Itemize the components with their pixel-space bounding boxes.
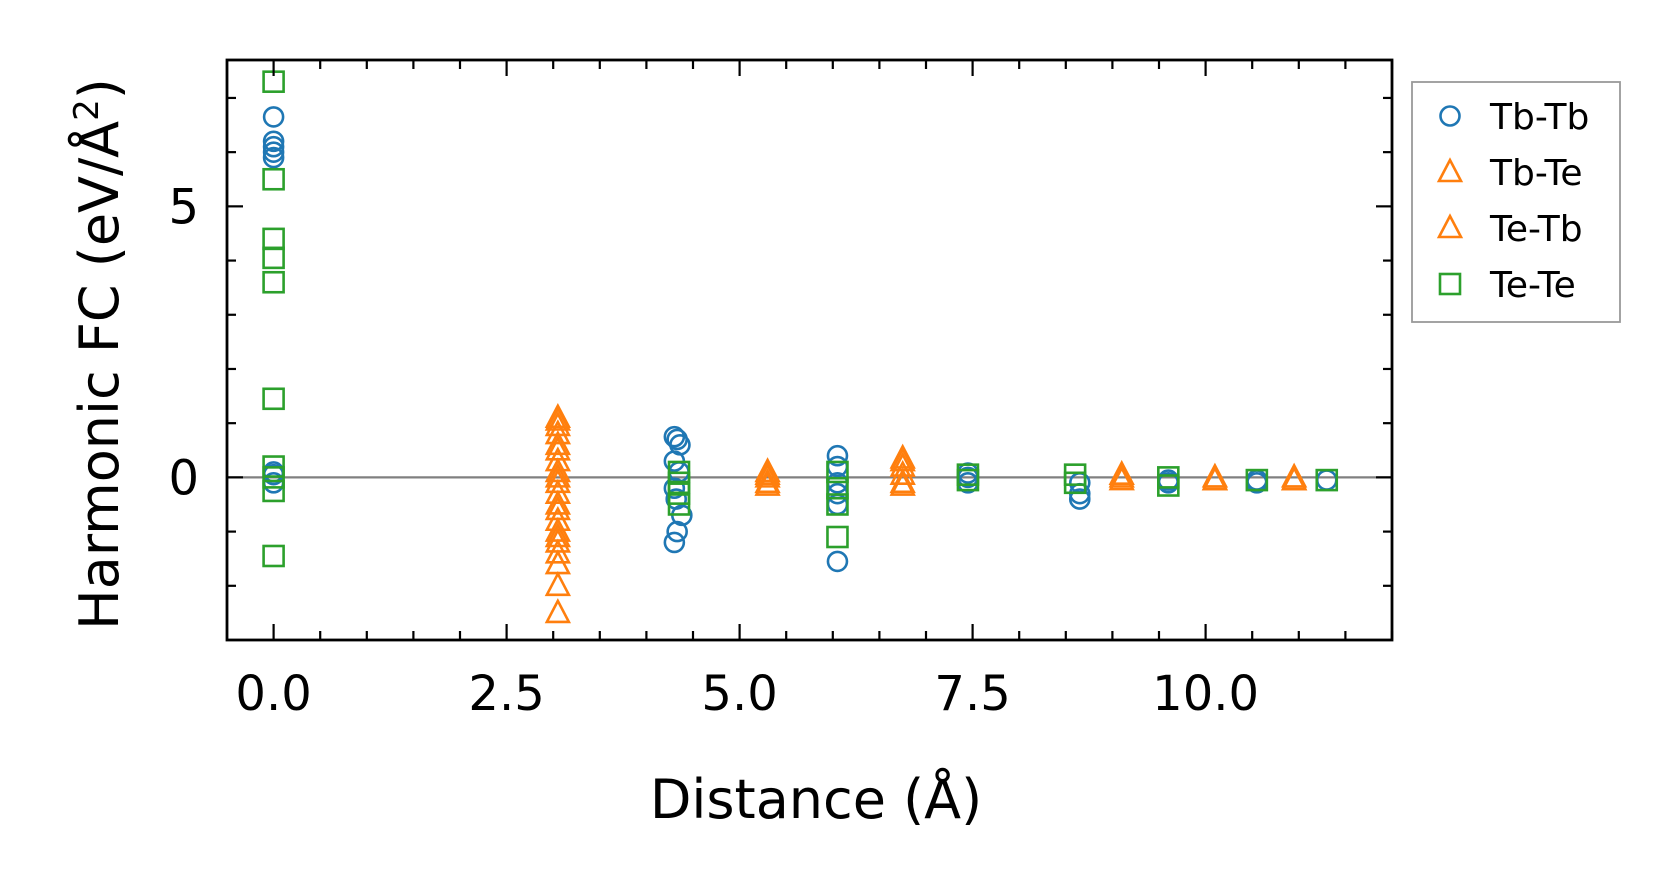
legend-label: Tb-Te [1489,153,1583,194]
data-point [262,227,285,251]
data-point [544,405,572,431]
legend-label: Te-Tb [1489,209,1583,250]
data-point [1315,468,1339,492]
x-tick-label: 5.0 [701,666,777,722]
data-point [826,476,849,500]
data-point [544,598,572,624]
data-point [826,525,849,549]
data-point [262,135,285,158]
legend-marker-tb-tb [1439,105,1461,127]
legend-marker-tb-te [1436,157,1464,183]
data-point [826,493,849,516]
data-point [754,468,781,494]
data-point [544,538,572,564]
data-point [1157,474,1180,497]
data-point [544,462,572,488]
data-point [544,419,572,445]
plot-area [225,58,1394,642]
data-point [956,468,980,492]
data-point [666,520,688,543]
legend: Tb-Tb Tb-Te Te-Tb Te-Te [1411,81,1621,323]
data-point [1201,465,1229,491]
data-point [826,460,849,484]
x-tick-label: 7.5 [934,666,1010,722]
data-point [826,444,849,467]
y-tick-label: 5 [168,179,199,235]
data-point [544,570,572,597]
y-axis-ticks: 05 [168,96,1392,587]
data-point [262,479,285,503]
series-tb-te [544,402,1308,624]
data-point [262,544,285,568]
data-point [889,468,916,494]
legend-box [1411,81,1621,323]
data-point [262,130,285,153]
data-point [544,489,572,515]
data-point [544,430,572,456]
data-point [889,459,916,485]
series-te-te [262,70,1339,568]
legend-label: Tb-Tb [1489,97,1589,138]
data-point [262,167,285,191]
data-point [544,478,572,504]
x-axis-title: Distance (Å) [650,767,982,831]
data-point [1280,465,1308,491]
data-point [667,493,691,516]
data-point [1108,462,1135,488]
x-tick-label: 0.0 [235,666,311,722]
data-point [754,459,781,485]
data-point [1063,471,1087,495]
series-te-tb [544,405,1308,548]
data-point [663,531,686,554]
data-point [826,550,849,573]
x-axis-ticks: 0.0 2.5 5.0 7.5 10.0 [235,60,1394,722]
data-point [544,522,572,548]
data-point [262,387,285,411]
data-point [663,477,686,500]
data-point [1245,468,1269,492]
plot-frame [225,58,1394,642]
x-tick-label: 10.0 [1152,666,1259,722]
y-tick-label: 0 [168,450,199,506]
legend-marker-te-te [1438,272,1462,296]
data-point [1315,469,1338,491]
data-point [262,270,285,294]
data-point [262,466,285,489]
series-tb-tb [262,106,1338,573]
legend-label: Te-Te [1489,265,1576,306]
data-point [262,146,285,169]
x-tick-label: 2.5 [468,666,544,722]
data-point [1068,488,1091,510]
data-point [262,246,285,270]
y-axis-title: Harmonic FC (eV/Å2) [67,78,131,630]
legend-marker-te-tb [1436,213,1464,239]
data-point [262,106,285,128]
data-point [262,141,285,163]
